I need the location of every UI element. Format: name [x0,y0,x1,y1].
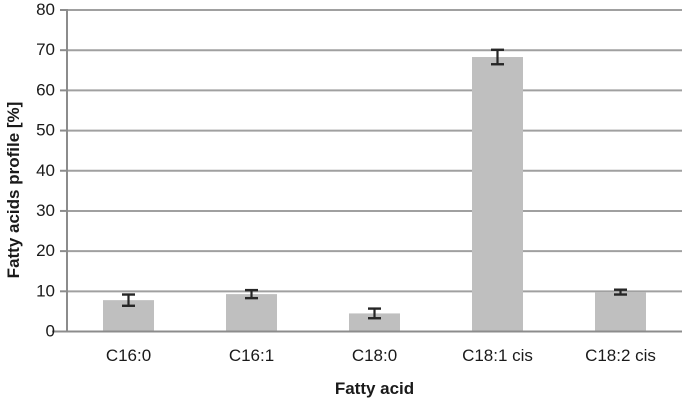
y-tick-label: 80 [36,0,55,19]
y-tick-label: 0 [46,322,55,341]
x-category-label: C18:2 cis [585,346,656,365]
x-category-label: C16:1 [229,346,274,365]
y-tick-label: 70 [36,40,55,59]
x-category-label: C18:1 cis [462,346,533,365]
x-axis-title: Fatty acid [334,379,415,398]
x-category-label: C16:0 [106,346,151,365]
bar-C18:0 [349,313,400,332]
y-tick-label: 20 [36,241,55,260]
bar-C18:2 cis [595,292,646,332]
y-tick-label: 40 [36,161,55,180]
y-tick-label: 60 [36,80,55,99]
y-axis-title: Fatty acids profile [%] [4,101,23,279]
y-tick-label: 50 [36,121,55,140]
x-category-label: C18:0 [352,346,397,365]
bar-C18:1 cis [472,57,523,332]
y-tick-label: 10 [36,281,55,300]
bar-C16:1 [226,294,277,332]
y-tick-label: 30 [36,201,55,220]
